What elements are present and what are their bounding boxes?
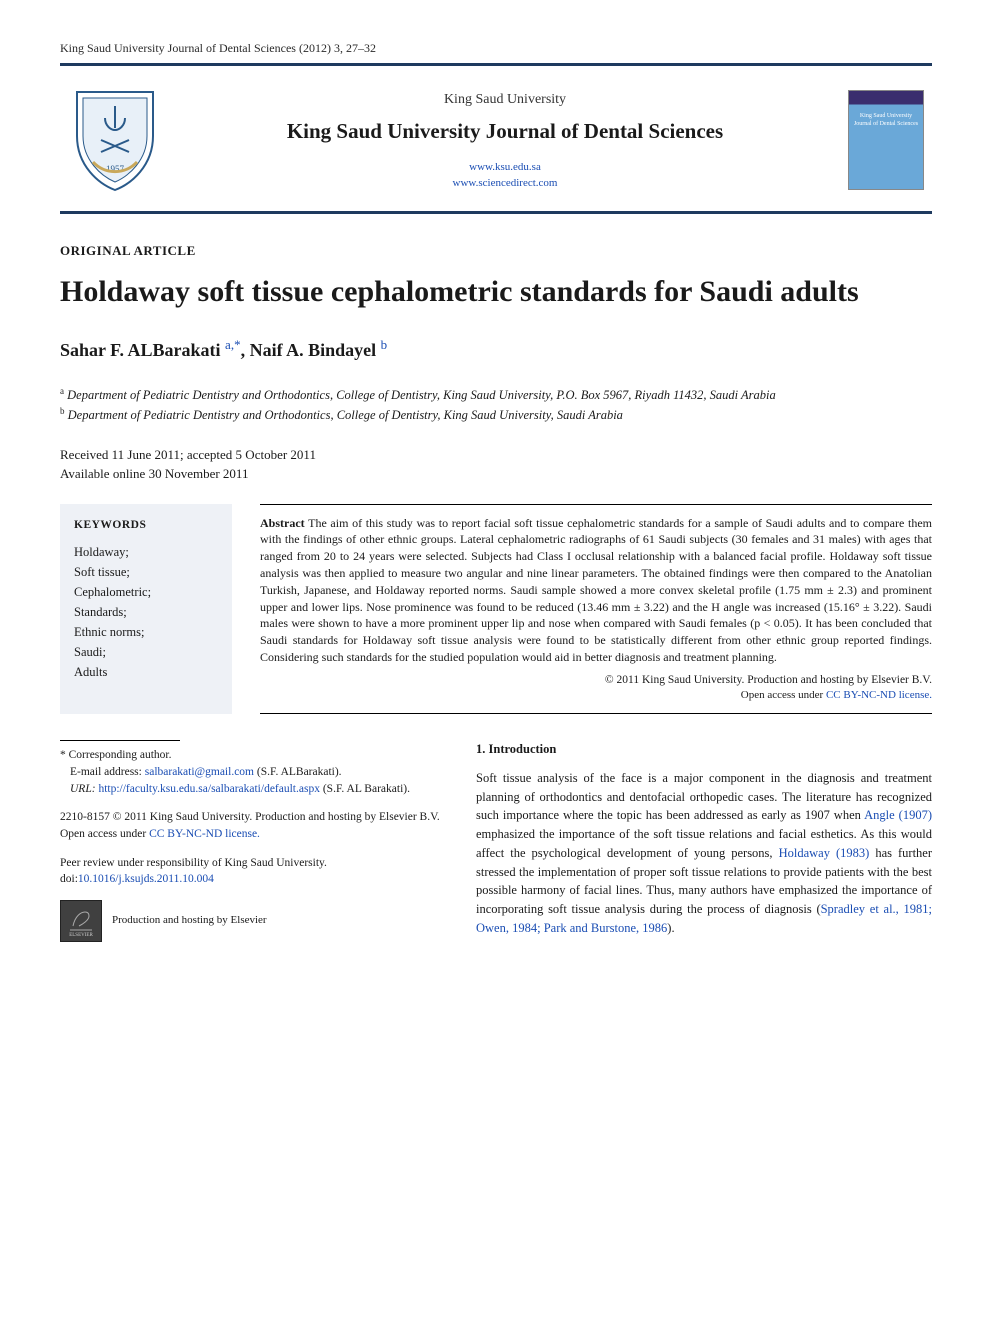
issn-license-block: 2210-8157 © 2011 King Saud University. P… xyxy=(60,809,440,842)
keywords-box: KEYWORDS Holdaway; Soft tissue; Cephalom… xyxy=(60,504,232,715)
doi-prefix: doi: xyxy=(60,873,78,885)
journal-cover-thumb: King Saud University Journal of Dental S… xyxy=(840,90,932,190)
author-1-name: Sahar F. ALBarakati xyxy=(60,340,221,360)
corr-url-label: URL: xyxy=(70,783,98,795)
intro-heading: 1. Introduction xyxy=(476,740,932,759)
abstract-label: Abstract xyxy=(260,516,305,530)
journal-title: King Saud University Journal of Dental S… xyxy=(170,117,840,146)
keyword-item: Saudi; xyxy=(74,642,218,662)
keyword-item: Standards; xyxy=(74,602,218,622)
abstract-rule-top xyxy=(260,504,932,505)
abstract-rule-bottom xyxy=(260,713,932,714)
authors-line: Sahar F. ALBarakati a,*, Naif A. Bindaye… xyxy=(60,336,932,363)
running-head: King Saud University Journal of Dental S… xyxy=(60,40,932,57)
abstract-column: Abstract The aim of this study was to re… xyxy=(260,504,932,715)
affiliations: a Department of Pediatric Dentistry and … xyxy=(60,385,932,425)
introduction-column: 1. Introduction Soft tissue analysis of … xyxy=(476,740,932,942)
ref-link-holdaway-1983[interactable]: Holdaway (1983) xyxy=(779,846,870,860)
corr-email-link[interactable]: salbarakati@gmail.com xyxy=(145,766,254,778)
elsevier-logo-icon: ELSEVIER xyxy=(60,900,102,942)
intro-text: ). xyxy=(667,921,674,935)
peer-review-text: Peer review under responsibility of King… xyxy=(60,855,440,872)
corr-label: Corresponding author. xyxy=(66,749,172,761)
corr-rule xyxy=(60,740,180,741)
issn-text: 2210-8157 © 2011 King Saud University. P… xyxy=(60,811,440,823)
author-2-affil-link[interactable]: b xyxy=(381,337,388,352)
author-1-affil-link[interactable]: a, xyxy=(225,337,234,352)
masthead: 1957 King Saud University King Saud Univ… xyxy=(60,66,932,211)
corr-url-link[interactable]: http://faculty.ksu.edu.sa/salbarakati/de… xyxy=(98,783,320,795)
university-shield-logo: 1957 xyxy=(60,84,170,197)
keyword-item: Holdaway; xyxy=(74,542,218,562)
corresponding-author-block: * Corresponding author. E-mail address: … xyxy=(60,747,440,797)
corr-url-who: (S.F. AL Barakati). xyxy=(320,783,410,795)
abstract-paragraph: Abstract The aim of this study was to re… xyxy=(260,515,932,666)
corr-email-who: (S.F. ALBarakati). xyxy=(254,766,342,778)
issn-lic-pre: Open access under xyxy=(60,828,149,840)
journal-url-sciencedirect[interactable]: www.sciencedirect.com xyxy=(453,177,558,189)
author-2-name: Naif A. Bindayel xyxy=(250,340,377,360)
keywords-heading: KEYWORDS xyxy=(74,516,218,534)
dates-received-accepted: Received 11 June 2011; accepted 5 Octobe… xyxy=(60,445,932,465)
intro-paragraph: Soft tissue analysis of the face is a ma… xyxy=(476,769,932,938)
affil-b-text: Department of Pediatric Dentistry and Or… xyxy=(65,408,623,422)
abstract-text: The aim of this study was to report faci… xyxy=(260,516,932,664)
abstract-copyright: © 2011 King Saud University. Production … xyxy=(260,672,932,688)
hosting-row: ELSEVIER Production and hosting by Elsev… xyxy=(60,900,440,942)
article-type-label: ORIGINAL ARTICLE xyxy=(60,242,932,260)
journal-url-ksu[interactable]: www.ksu.edu.sa xyxy=(469,161,541,173)
issn-license-link[interactable]: CC BY-NC-ND license. xyxy=(149,828,260,840)
email-label: E-mail address: xyxy=(70,766,145,778)
article-title: Holdaway soft tissue cephalometric stand… xyxy=(60,274,932,309)
article-dates: Received 11 June 2011; accepted 5 Octobe… xyxy=(60,445,932,484)
rule-masthead-bottom xyxy=(60,211,932,214)
keyword-item: Soft tissue; xyxy=(74,562,218,582)
abstract-license: Open access under CC BY-NC-ND license. xyxy=(260,688,932,703)
author-sep: , xyxy=(241,340,250,360)
keyword-item: Cephalometric; xyxy=(74,582,218,602)
doi-link[interactable]: 10.1016/j.ksujds.2011.10.004 xyxy=(78,873,214,885)
publisher-name: King Saud University xyxy=(170,90,840,110)
svg-text:ELSEVIER: ELSEVIER xyxy=(69,933,93,938)
peer-review-block: Peer review under responsibility of King… xyxy=(60,855,440,888)
hosting-text: Production and hosting by Elsevier xyxy=(112,913,267,929)
dates-online: Available online 30 November 2011 xyxy=(60,464,932,484)
keyword-item: Adults xyxy=(74,662,218,682)
license-link[interactable]: CC BY-NC-ND license. xyxy=(826,689,932,701)
footnote-column: * Corresponding author. E-mail address: … xyxy=(60,740,440,942)
affil-a-text: Department of Pediatric Dentistry and Or… xyxy=(64,388,776,402)
keyword-item: Ethnic norms; xyxy=(74,622,218,642)
ref-link-angle-1907[interactable]: Angle (1907) xyxy=(864,808,932,822)
